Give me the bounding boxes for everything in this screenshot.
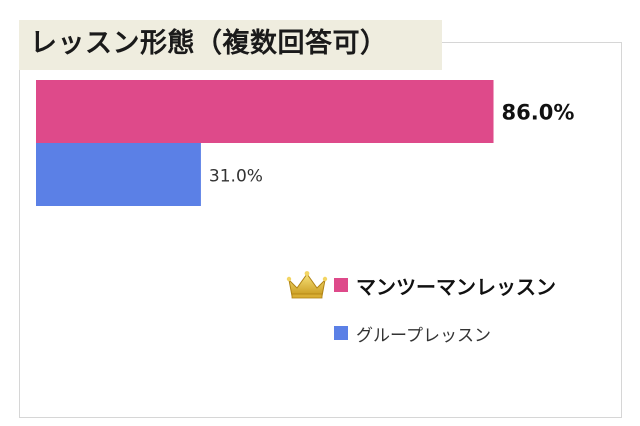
data-label-1: 31.0%	[209, 167, 263, 187]
chart-title: レッスン形態（複数回答可）	[30, 28, 388, 59]
legend-swatch-manto	[334, 278, 348, 292]
legend-label-group: グループレッスン	[356, 325, 491, 346]
legend-swatch-group	[334, 326, 348, 340]
legend-label-manto: マンツーマンレッスン	[356, 274, 556, 299]
data-label-0: 86.0%	[502, 101, 575, 125]
legend-item-manto: マンツーマンレッスン	[286, 268, 556, 302]
bar-1	[36, 143, 201, 206]
bar-0	[36, 80, 494, 143]
crown-icon	[286, 268, 334, 302]
legend-item-group: グループレッスン	[286, 316, 491, 350]
title-box	[19, 20, 442, 70]
